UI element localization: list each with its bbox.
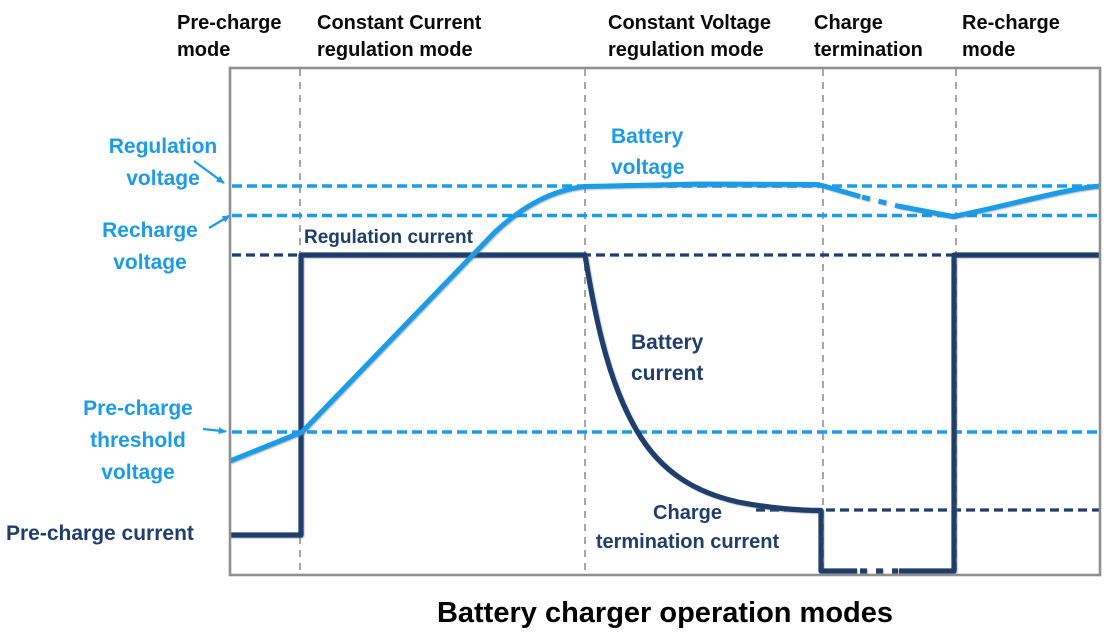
mode-label-line: Constant Current [317, 12, 482, 34]
voltage-reference-lines [232, 184, 1099, 434]
mode-label-recharge: Re-charge mode [962, 10, 1060, 64]
mode-label-constant-current: Constant Current regulation mode [317, 10, 481, 64]
battery-voltage-time-break [861, 194, 899, 209]
mode-label-line: mode [962, 39, 1016, 61]
precharge-threshold-arrow [202, 427, 227, 435]
mode-label-charge-termination: Charge termination [814, 10, 923, 64]
mode-label-line: termination [814, 39, 923, 61]
battery-current-label: Battery current [631, 331, 704, 385]
recharge-voltage-arrow [208, 214, 231, 229]
diagram-title: Battery charger operation modes [436, 597, 894, 629]
battery-voltage-curve [229, 181, 1101, 464]
regulation-voltage-arrow [193, 160, 225, 184]
precharge-current-label: Pre-charge current [6, 522, 194, 545]
battery-current-curve [230, 252, 1100, 574]
mode-label-line: Charge [814, 12, 883, 34]
mode-label-line: mode [177, 39, 231, 61]
mode-label-line: regulation mode [317, 39, 473, 61]
mode-label-line: regulation mode [608, 39, 764, 61]
mode-label-precharge: Pre-charge mode [177, 10, 282, 64]
battery-voltage-label: Battery voltage [611, 125, 685, 179]
regulation-voltage-label: Regulation voltage [108, 135, 218, 190]
mode-label-line: Pre-charge [177, 12, 282, 34]
recharge-voltage-label: Recharge voltage [102, 219, 198, 274]
mode-label-line: Constant Voltage [608, 12, 771, 34]
charge-termination-current-label: Charge termination current [595, 502, 780, 553]
mode-label-constant-voltage: Constant Voltage regulation mode [608, 10, 771, 64]
plot-border [228, 66, 1102, 577]
annotation-arrows [193, 160, 231, 435]
precharge-threshold-voltage-label: Pre-charge threshold voltage [83, 397, 193, 484]
regulation-current-label: Regulation current [304, 227, 473, 248]
mode-label-line: Re-charge [962, 12, 1060, 34]
